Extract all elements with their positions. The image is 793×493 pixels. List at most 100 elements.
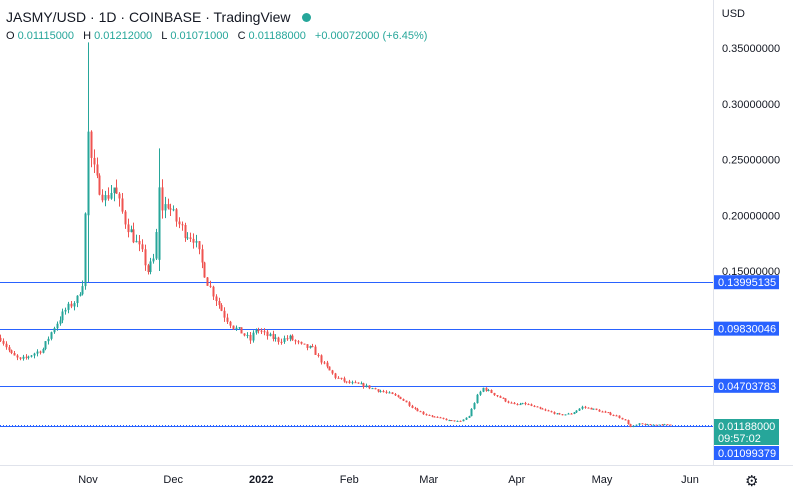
candle-body xyxy=(249,334,252,341)
candle-body xyxy=(592,408,595,410)
candle-body xyxy=(493,392,496,396)
price-axis-ticks: 0.35000000 0.30000000 0.25000000 0.20000000… xyxy=(722,43,780,278)
candle-body xyxy=(581,406,584,409)
price-axis-labels: 0.13995135 0.09830046 0.04703783 0.01099379… xyxy=(714,275,779,460)
candle-body xyxy=(510,402,513,404)
candle-body xyxy=(388,392,391,394)
candle-body xyxy=(334,373,337,378)
candle-body xyxy=(382,391,385,393)
y-tick-label: 0.35000000 xyxy=(722,43,780,55)
candle-body xyxy=(357,382,360,384)
candle-body xyxy=(175,209,178,222)
candle-body xyxy=(624,419,627,421)
candle-body xyxy=(300,341,303,344)
candle-body xyxy=(50,332,53,339)
candle-body xyxy=(169,208,172,210)
candle-body xyxy=(578,408,581,411)
hline-label-text: 0.04703783 xyxy=(718,381,776,393)
candle-body xyxy=(470,408,473,417)
candle-body xyxy=(448,420,451,422)
separator-dot: · xyxy=(120,9,129,25)
hline-label-box xyxy=(714,446,779,460)
candle-body xyxy=(550,411,553,413)
ohlc-legend: O 0.01115000 H 0.01212000 L 0.01071000 C 0.0… xyxy=(6,30,430,42)
candle-body xyxy=(70,303,73,307)
hline-label-text: 0.01099379 xyxy=(718,448,776,460)
candle-body xyxy=(524,402,527,405)
candle-body xyxy=(621,417,624,420)
candle-body xyxy=(646,424,649,426)
chart-header: JASMY/USD · 1D · COINBASE · TradingView xyxy=(6,9,312,25)
candle-body xyxy=(110,192,113,199)
candle-body xyxy=(44,341,47,350)
candle-body xyxy=(556,413,559,415)
candle-body xyxy=(184,225,187,238)
candle-body xyxy=(348,381,351,383)
candle-body xyxy=(394,393,397,396)
candle-body xyxy=(127,224,130,233)
separator-dot: · xyxy=(90,9,99,25)
hline-label-box xyxy=(714,378,779,393)
candle-body xyxy=(309,346,312,348)
open-label: O xyxy=(6,30,15,42)
candle-body xyxy=(618,415,621,418)
candle-body xyxy=(445,418,448,421)
candle-body xyxy=(561,414,564,416)
candle-body xyxy=(638,423,641,425)
candle-body xyxy=(422,411,425,415)
candle-body xyxy=(13,353,16,356)
candle-body xyxy=(138,240,141,245)
currency-label[interactable]: USD xyxy=(721,8,745,20)
candle-body xyxy=(141,244,144,250)
candle-body xyxy=(73,303,76,307)
candle-body xyxy=(465,417,468,420)
candle-body xyxy=(635,424,638,426)
candle-body xyxy=(30,355,33,357)
candle-body xyxy=(289,335,292,339)
candle-body xyxy=(485,387,488,391)
candle-body xyxy=(252,332,255,341)
y-tick-label: 0.25000000 xyxy=(722,155,780,167)
candle-body xyxy=(232,325,235,329)
candle-body xyxy=(479,391,482,395)
gear-icon[interactable]: ⚙ xyxy=(745,473,759,490)
last-price-label-box xyxy=(714,419,779,445)
interval[interactable]: 1D xyxy=(98,9,117,25)
candle-body xyxy=(482,387,485,392)
y-tick-label: 0.30000000 xyxy=(722,99,780,111)
candle-body xyxy=(257,329,260,331)
y-tick-label: 0.15000000 xyxy=(722,266,780,278)
x-tick-label: Dec xyxy=(163,474,183,486)
candle-body xyxy=(615,415,618,417)
candle-body xyxy=(22,356,25,359)
candle-body xyxy=(428,414,431,416)
candle-body xyxy=(539,407,542,409)
candle-body xyxy=(468,416,471,418)
candle-body xyxy=(362,383,365,387)
candle-body xyxy=(504,398,507,402)
candle-body xyxy=(152,258,155,262)
candle-body xyxy=(240,327,243,334)
low-value: 0.01071000 xyxy=(170,30,229,42)
last-price-label-text: 09:57:02 xyxy=(718,433,761,445)
candle-body xyxy=(328,366,331,371)
candle-body xyxy=(283,338,286,342)
candle-body xyxy=(641,423,644,425)
candle-body xyxy=(226,317,229,322)
candle-body xyxy=(0,337,2,341)
candle-body xyxy=(601,411,604,413)
symbol-name[interactable]: JASMY/USD xyxy=(6,9,87,25)
candle-body xyxy=(260,330,263,332)
candle-body xyxy=(67,303,70,310)
candle-body xyxy=(36,351,39,354)
candle-body xyxy=(39,351,42,353)
candle-body xyxy=(27,356,30,358)
candle-body xyxy=(16,355,19,358)
hline-label-box xyxy=(714,275,779,290)
candle-body xyxy=(456,420,459,422)
hline-label-text: 0.09830046 xyxy=(718,324,776,336)
candle-body xyxy=(84,213,87,287)
candle-body xyxy=(297,341,300,343)
